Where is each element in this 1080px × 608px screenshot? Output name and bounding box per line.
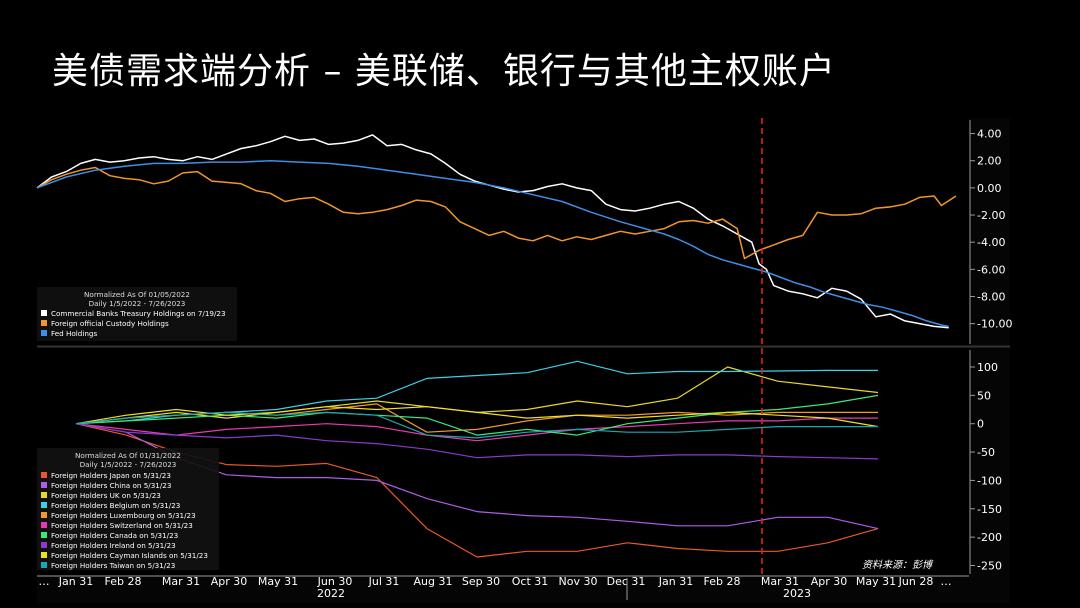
bottom-y-tick-label: -50 xyxy=(977,446,995,459)
top-y-tick-label: -8.00 xyxy=(977,290,1005,303)
bottom-legend-label: Foreign Holders Belgium on 5/31/23 xyxy=(51,501,180,510)
top-legend-swatch xyxy=(41,330,47,336)
x-tick-label: Apr 30 xyxy=(811,575,848,588)
bottom-legend-header-1: Normalized As Of 01/31/2022 xyxy=(75,451,181,460)
x-tick-label: … xyxy=(39,575,50,588)
bottom-legend-label: Foreign Holders Luxembourg on 5/31/23 xyxy=(51,511,196,520)
x-tick-label: May 31 xyxy=(856,575,896,588)
x-tick-label: May 31 xyxy=(258,575,298,588)
x-tick-label: Dec 31 xyxy=(607,575,646,588)
bottom-y-tick-label: 0 xyxy=(977,418,984,431)
bottom-legend-label: Foreign Holders Ireland on 5/31/23 xyxy=(51,541,176,550)
bottom-legend-header-2: Daily 1/5/2022 - 7/26/2023 xyxy=(80,460,177,469)
top-y-ticks: 4.00 2.00 0.00 -2.00 -4.00 -6.00 -8.00 -10.00 xyxy=(970,128,1012,331)
bottom-legend-label: Foreign Holders Japan on 5/31/23 xyxy=(51,471,171,480)
bottom-y-tick-label: 100 xyxy=(977,361,998,374)
top-legend-swatch xyxy=(41,320,47,326)
top-series-line xyxy=(36,134,949,329)
bottom-y-tick-label: -200 xyxy=(977,531,1002,544)
bottom-legend-swatch xyxy=(41,542,47,548)
bottom-series-line xyxy=(75,423,879,460)
top-legend: Normalized As Of 01/05/2022 Daily 1/5/20… xyxy=(37,287,237,341)
top-y-tick-label: -6.00 xyxy=(977,263,1005,276)
x-tick-label: Jun 28 xyxy=(898,575,934,588)
top-y-tick-label: -4.00 xyxy=(977,236,1005,249)
top-legend-label: Foreign official Custody Holdings xyxy=(51,319,169,328)
x-tick-label: Oct 31 xyxy=(512,575,549,588)
bottom-legend-swatch xyxy=(41,512,47,518)
bottom-legend-label: Foreign Holders Canada on 5/31/23 xyxy=(51,531,178,540)
bottom-y-tick-label: 50 xyxy=(977,389,991,402)
top-series-line xyxy=(36,166,957,260)
bottom-y-tick-label: -150 xyxy=(977,503,1002,516)
x-tick-label: Aug 31 xyxy=(414,575,453,588)
bottom-y-ticks: 100 50 0 -50 -100 -150 -200 -250 xyxy=(970,361,1002,572)
bottom-y-tick-label: -100 xyxy=(977,474,1002,487)
bottom-series-line xyxy=(75,394,879,436)
top-legend-label: Fed Holdings xyxy=(51,329,97,338)
x-tick-label: Jun 30 xyxy=(317,575,353,588)
x-tick-label: Nov 30 xyxy=(559,575,598,588)
top-legend-header-1: Normalized As Of 01/05/2022 xyxy=(84,290,190,299)
top-y-tick-label: 0.00 xyxy=(977,182,1002,195)
x-tick-label: Jan 31 xyxy=(58,575,93,588)
year-label-2022: 2022 xyxy=(317,587,345,600)
source-note: 资料来源：彭博 xyxy=(862,559,934,571)
top-y-tick-label: 2.00 xyxy=(977,155,1002,168)
bottom-legend-swatch xyxy=(41,472,47,478)
bottom-legend-label: Foreign Holders Switzerland on 5/31/23 xyxy=(51,521,193,530)
x-tick-label: Feb 28 xyxy=(105,575,142,588)
slide-title: 美债需求端分析 – 美联储、银行与其他主权账户 xyxy=(52,51,836,92)
top-legend-label: Commercial Banks Treasury Holdings on 7/… xyxy=(51,309,226,318)
top-y-tick-label: -10.00 xyxy=(977,318,1012,331)
bottom-legend-label: Foreign Holders Taiwan on 5/31/23 xyxy=(51,561,175,570)
x-tick-label: Apr 30 xyxy=(211,575,248,588)
x-tick-label: Jul 31 xyxy=(368,575,400,588)
year-label-2023: 2023 xyxy=(783,587,811,600)
x-tick-label: Feb 28 xyxy=(704,575,741,588)
bottom-legend-swatch xyxy=(41,532,47,538)
top-series-line xyxy=(36,159,949,328)
top-legend-swatch xyxy=(41,310,47,316)
x-tick-label: Jan 31 xyxy=(658,575,693,588)
x-tick-label: Sep 30 xyxy=(462,575,500,588)
bottom-legend-swatch xyxy=(41,482,47,488)
bottom-legend: Normalized As Of 01/31/2022 Daily 1/5/20… xyxy=(37,448,219,570)
bottom-legend-label: Foreign Holders Cayman Islands on 5/31/2… xyxy=(51,551,208,560)
bottom-legend-swatch xyxy=(41,522,47,528)
x-tick-label: … xyxy=(941,575,952,588)
top-series-group xyxy=(36,134,957,329)
top-y-tick-label: 4.00 xyxy=(977,128,1002,141)
x-axis-ticks: … Jan 31 Feb 28 Mar 31 Apr 30 May 31 Jun 30 Jul… xyxy=(39,575,952,588)
bottom-series-line xyxy=(75,417,878,442)
x-tick-label: Mar 31 xyxy=(162,575,200,588)
bottom-legend-label: Foreign Holders UK on 5/31/23 xyxy=(51,491,161,500)
bottom-legend-swatch xyxy=(41,492,47,498)
bottom-legend-swatch xyxy=(41,562,47,568)
bottom-legend-swatch xyxy=(41,552,47,558)
top-y-tick-label: -2.00 xyxy=(977,209,1005,222)
bottom-y-tick-label: -250 xyxy=(977,559,1002,572)
bottom-legend-swatch xyxy=(41,502,47,508)
x-tick-label: Mar 31 xyxy=(761,575,799,588)
top-legend-header-2: Daily 1/5/2022 - 7/26/2023 xyxy=(89,299,186,308)
bottom-series-line xyxy=(75,411,878,439)
bottom-legend-label: Foreign Holders China on 5/31/23 xyxy=(51,481,171,490)
